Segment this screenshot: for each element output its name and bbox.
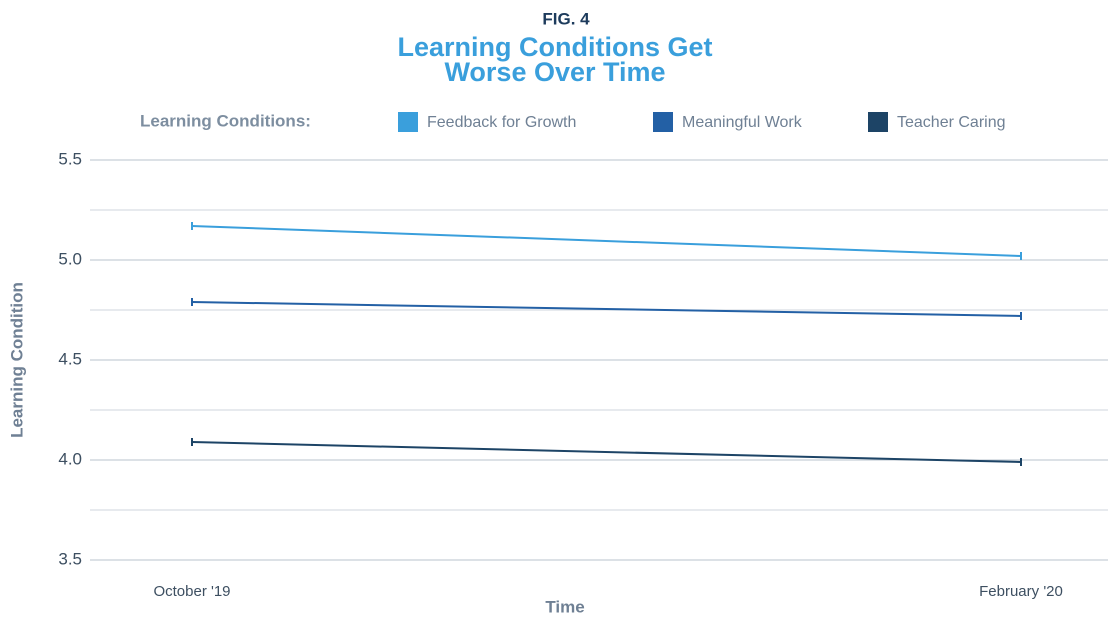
y-tick-label: 3.5 [58,549,82,568]
y-tick-label: 5.5 [58,149,82,168]
y-axis-label: Learning Condition [7,282,26,438]
legend-label: Teacher Caring [897,114,1006,131]
series-line [191,225,1022,257]
x-tick-label: February '20 [979,583,1063,600]
legend-swatch [868,112,888,132]
series-line [191,441,1022,463]
y-tick-label: 4.5 [58,349,82,368]
fig-label: FIG. 4 [542,9,590,28]
x-axis-label: Time [545,597,584,616]
legend-swatch [398,112,418,132]
legend-label: Feedback for Growth [427,114,576,131]
x-tick-label: October '19 [153,583,230,600]
legend-title: Learning Conditions: [140,111,311,130]
legend-label: Meaningful Work [682,114,803,131]
chart-title: Learning Conditions Get Worse Over Time [397,32,713,87]
series-line [191,301,1022,317]
legend-swatch [653,112,673,132]
y-tick-label: 4.0 [58,449,82,468]
y-tick-label: 5.0 [58,249,82,268]
